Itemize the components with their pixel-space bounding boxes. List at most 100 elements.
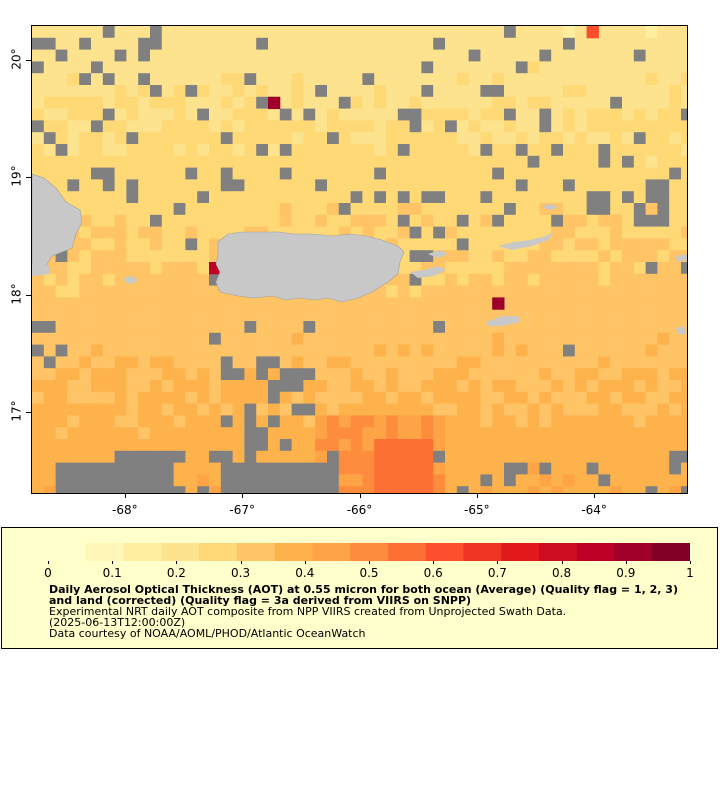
aot-cell (291, 332, 304, 346)
aot-cell (338, 73, 352, 86)
aot-cell (397, 344, 411, 357)
aot-cell (173, 61, 186, 74)
aot-cell (527, 144, 540, 157)
aot-cell (161, 285, 175, 298)
aot-cell (268, 462, 281, 475)
aot-cell (386, 474, 399, 487)
aot-cell (55, 450, 68, 464)
colorbar-tick-label: 0.4 (295, 566, 315, 580)
aot-cell (102, 37, 116, 51)
aot-cell (350, 85, 363, 98)
aot-cell (456, 250, 470, 263)
aot-cell (138, 96, 151, 110)
aot-cell (669, 344, 682, 357)
aot-cell (610, 462, 623, 475)
aot-cell (374, 391, 387, 405)
aot-cell (161, 73, 175, 86)
aot-cell (256, 486, 269, 493)
aot-cell (91, 85, 104, 98)
aot-cell (327, 450, 340, 464)
aot-cell (669, 73, 682, 86)
aot-cell (681, 49, 687, 62)
legend-line-time: (2025-06-13T12:00:00Z) (49, 616, 186, 629)
aot-cell (338, 403, 352, 416)
aot-cell (657, 273, 670, 287)
aot-cell (197, 238, 210, 251)
aot-cell (256, 332, 269, 346)
aot-cell (598, 108, 611, 121)
aot-cell (633, 285, 647, 298)
aot-cell (338, 132, 352, 145)
aot-cell (102, 415, 116, 428)
aot-cell (409, 203, 422, 216)
aot-cell (539, 486, 552, 493)
aot-cell (574, 309, 588, 322)
aot-cell (397, 380, 411, 393)
aot-cell (220, 403, 234, 416)
aot-cell (303, 85, 316, 98)
colorbar-tick (112, 561, 114, 564)
aot-cell (563, 262, 576, 275)
aot-cell (456, 285, 470, 298)
aot-cell (350, 214, 363, 228)
aot-cell (433, 120, 446, 133)
colorbar-tick (497, 561, 499, 564)
aot-cell (598, 250, 611, 263)
aot-cell (657, 120, 670, 133)
aot-cell (397, 297, 411, 310)
aot-cell (232, 368, 245, 381)
aot-cell (161, 214, 175, 228)
aot-cell (551, 179, 564, 192)
aot-cell (539, 403, 552, 416)
aot-cell (126, 368, 139, 381)
aot-cell (539, 191, 552, 204)
aot-cell (67, 368, 80, 381)
aot-cell (480, 226, 493, 239)
aot-cell (633, 368, 647, 381)
aot-cell (527, 155, 540, 169)
aot-cell (681, 179, 687, 192)
aot-cell (669, 155, 682, 169)
aot-cell (480, 368, 493, 381)
aot-cell (645, 73, 658, 86)
aot-cell (256, 61, 269, 74)
aot-cell (574, 297, 588, 310)
aot-cell (114, 49, 127, 62)
aot-cell (681, 61, 687, 74)
aot-cell (504, 144, 517, 157)
aot-cell (657, 321, 670, 334)
aot-cell (173, 309, 186, 322)
aot-cell (645, 37, 658, 51)
aot-cell (268, 450, 281, 464)
aot-cell (421, 439, 434, 452)
aot-cell (256, 191, 269, 204)
aot-cell (645, 439, 658, 452)
aot-cell (563, 49, 576, 62)
aot-cell (504, 167, 517, 180)
aot-cell (421, 474, 434, 487)
aot-cell (315, 73, 328, 86)
aot-cell (657, 332, 670, 346)
aot-cell (456, 391, 470, 405)
aot-cell (586, 85, 599, 98)
latitude-label: 19° (9, 165, 24, 188)
aot-cell (563, 391, 576, 405)
aot-cell (114, 120, 127, 133)
aot-cell (102, 427, 116, 440)
aot-cell (574, 26, 588, 39)
aot-cell (327, 85, 340, 98)
aot-cell (504, 73, 517, 86)
aot-cell (480, 332, 493, 346)
aot-cell (279, 439, 293, 452)
aot-cell (468, 368, 481, 381)
aot-cell (610, 238, 623, 251)
aot-cell (563, 73, 576, 86)
aot-cell (622, 462, 635, 475)
aot-cell (138, 273, 151, 287)
aot-cell (268, 391, 281, 405)
aot-cell (374, 214, 387, 228)
aot-cell (551, 108, 564, 121)
aot-cell (480, 415, 493, 428)
colorbar-swatch (199, 543, 238, 561)
aot-cell (574, 132, 588, 145)
